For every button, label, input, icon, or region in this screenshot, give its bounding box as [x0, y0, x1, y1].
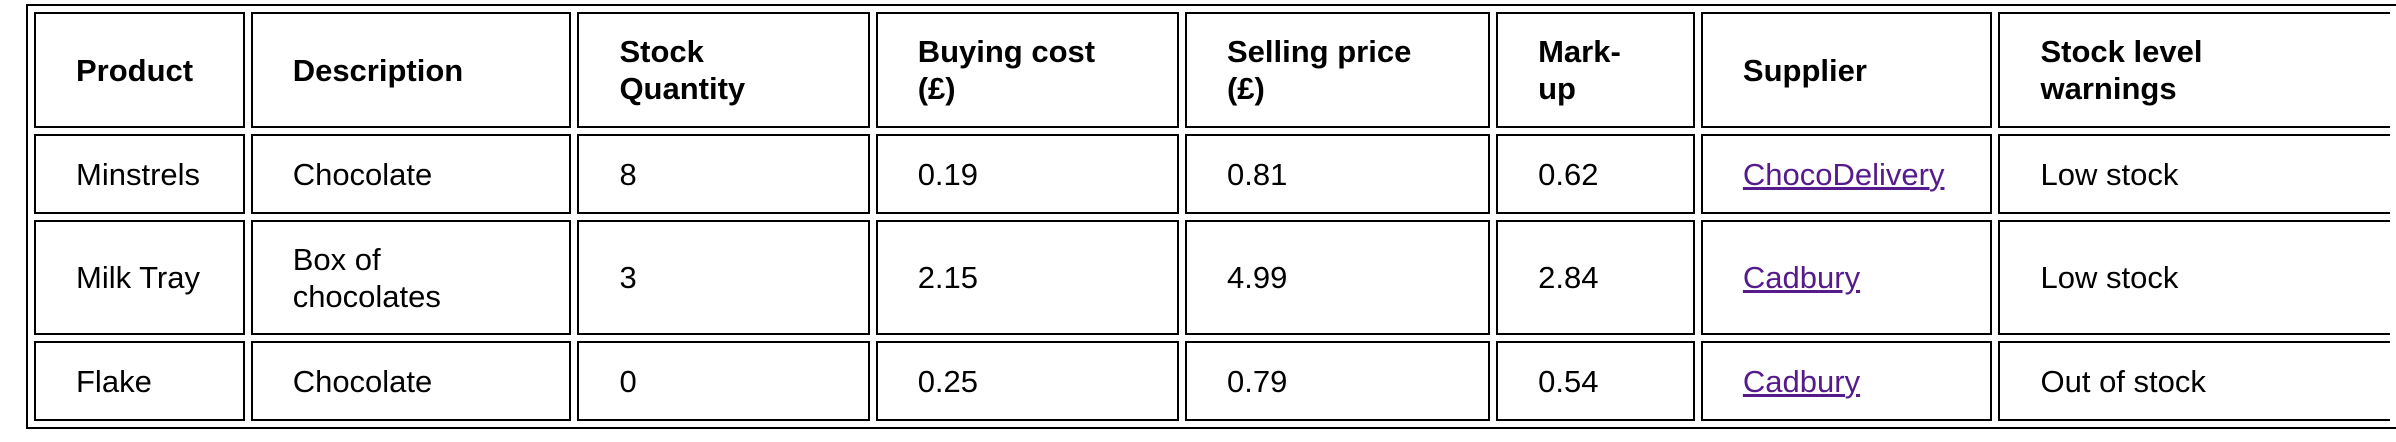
table-row: Flake Chocolate 0 0.25 0.79 0.54 Cadbury… [34, 341, 2390, 421]
cell-mark-up: 0.54 [1496, 341, 1695, 421]
header-buying-cost: Buying cost (£) [875, 12, 1179, 128]
header-stock-level-warnings: Stock level warnings [1998, 12, 2390, 128]
cell-stock-warning: Out of stock [1998, 341, 2390, 421]
cell-description: Chocolate [250, 341, 572, 421]
table-row: Minstrels Chocolate 8 0.19 0.81 0.62 Cho… [34, 134, 2390, 214]
cell-supplier: ChocoDelivery [1700, 134, 1993, 214]
cell-description: Box of chocolates [250, 220, 572, 335]
cell-buying-cost: 0.25 [875, 341, 1179, 421]
header-description: Description [250, 12, 572, 128]
cell-product: Flake [34, 341, 245, 421]
cell-supplier: Cadbury [1700, 220, 1993, 335]
cell-product: Milk Tray [34, 220, 245, 335]
cell-stock-warning: Low stock [1998, 220, 2390, 335]
supplier-link[interactable]: Cadbury [1742, 260, 1861, 295]
cell-buying-cost: 0.19 [875, 134, 1179, 214]
cell-stock-quantity: 0 [577, 341, 870, 421]
cell-stock-quantity: 3 [577, 220, 870, 335]
cell-stock-warning: Low stock [1998, 134, 2390, 214]
header-mark-up: Mark- up [1496, 12, 1695, 128]
cell-selling-price: 0.79 [1184, 341, 1491, 421]
cell-mark-up: 2.84 [1496, 220, 1695, 335]
cell-supplier: Cadbury [1700, 341, 1993, 421]
table-row: Milk Tray Box of chocolates 3 2.15 4.99 … [34, 220, 2390, 335]
cell-selling-price: 0.81 [1184, 134, 1491, 214]
cell-description: Chocolate [250, 134, 572, 214]
header-selling-price: Selling price (£) [1184, 12, 1491, 128]
header-supplier: Supplier [1700, 12, 1993, 128]
cell-selling-price: 4.99 [1184, 220, 1491, 335]
cell-mark-up: 0.62 [1496, 134, 1695, 214]
cell-buying-cost: 2.15 [875, 220, 1179, 335]
cell-stock-quantity: 8 [577, 134, 870, 214]
supplier-link[interactable]: ChocoDelivery [1742, 156, 1945, 192]
stock-table: Product Description Stock Quantity Buyin… [26, 4, 2396, 429]
header-product: Product [34, 12, 245, 128]
supplier-link[interactable]: Cadbury [1742, 363, 1861, 399]
header-stock-quantity: Stock Quantity [577, 12, 870, 128]
table-header-row: Product Description Stock Quantity Buyin… [34, 12, 2390, 128]
cell-product: Minstrels [34, 134, 245, 214]
